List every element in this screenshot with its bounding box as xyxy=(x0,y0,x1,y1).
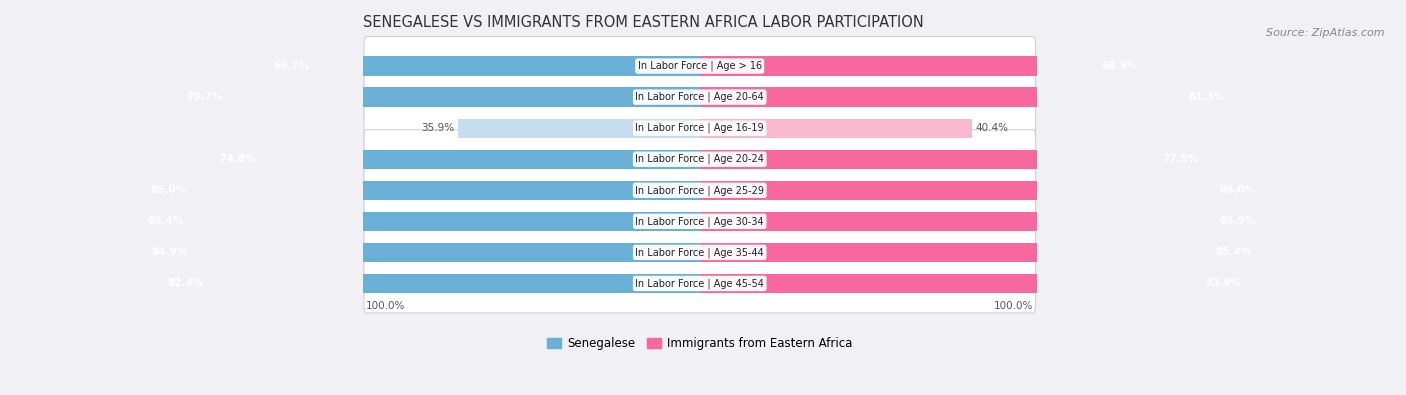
Text: 100.0%: 100.0% xyxy=(994,301,1033,311)
FancyBboxPatch shape xyxy=(364,192,1035,251)
FancyBboxPatch shape xyxy=(364,254,1035,313)
Text: In Labor Force | Age 25-29: In Labor Force | Age 25-29 xyxy=(636,185,765,196)
Text: In Labor Force | Age 30-34: In Labor Force | Age 30-34 xyxy=(636,216,763,227)
FancyBboxPatch shape xyxy=(364,36,1035,96)
Bar xyxy=(700,274,1265,293)
Text: SENEGALESE VS IMMIGRANTS FROM EASTERN AFRICA LABOR PARTICIPATION: SENEGALESE VS IMMIGRANTS FROM EASTERN AF… xyxy=(363,15,924,30)
Text: 74.8%: 74.8% xyxy=(219,154,256,164)
Text: 79.7%: 79.7% xyxy=(186,92,222,102)
Text: 100.0%: 100.0% xyxy=(366,301,405,311)
Text: 86.0%: 86.0% xyxy=(1220,185,1256,195)
Bar xyxy=(700,212,1279,231)
Text: 84.9%: 84.9% xyxy=(150,247,187,258)
Text: In Labor Force | Age 45-54: In Labor Force | Age 45-54 xyxy=(636,278,765,289)
Bar xyxy=(700,118,972,138)
Text: 68.5%: 68.5% xyxy=(1102,61,1137,71)
Bar xyxy=(162,87,700,107)
Text: 35.9%: 35.9% xyxy=(422,123,454,133)
Text: 83.9%: 83.9% xyxy=(1206,278,1241,288)
Text: 82.4%: 82.4% xyxy=(167,278,204,288)
Text: 85.4%: 85.4% xyxy=(148,216,184,226)
Bar xyxy=(127,181,700,200)
Bar xyxy=(128,243,700,262)
Bar xyxy=(700,181,1279,200)
Text: 40.4%: 40.4% xyxy=(976,123,1008,133)
Bar xyxy=(250,56,700,76)
Text: Source: ZipAtlas.com: Source: ZipAtlas.com xyxy=(1267,28,1385,38)
FancyBboxPatch shape xyxy=(364,161,1035,220)
Bar xyxy=(195,150,700,169)
Text: 85.0%: 85.0% xyxy=(150,185,187,195)
Text: 81.3%: 81.3% xyxy=(1188,92,1225,102)
Bar xyxy=(700,56,1161,76)
Bar xyxy=(145,274,700,293)
Bar xyxy=(458,118,700,138)
Bar xyxy=(700,150,1222,169)
Text: In Labor Force | Age 20-64: In Labor Force | Age 20-64 xyxy=(636,92,763,102)
Text: 66.7%: 66.7% xyxy=(274,61,309,71)
Text: In Labor Force | Age 20-24: In Labor Force | Age 20-24 xyxy=(636,154,765,164)
Text: In Labor Force | Age 35-44: In Labor Force | Age 35-44 xyxy=(636,247,763,258)
FancyBboxPatch shape xyxy=(364,223,1035,282)
FancyBboxPatch shape xyxy=(364,130,1035,189)
FancyBboxPatch shape xyxy=(364,68,1035,127)
Text: In Labor Force | Age 16-19: In Labor Force | Age 16-19 xyxy=(636,123,763,134)
Bar xyxy=(700,87,1249,107)
Text: 85.4%: 85.4% xyxy=(1216,247,1251,258)
Bar xyxy=(124,212,700,231)
Bar xyxy=(700,243,1275,262)
Text: 77.5%: 77.5% xyxy=(1163,154,1199,164)
FancyBboxPatch shape xyxy=(364,99,1035,158)
Text: In Labor Force | Age > 16: In Labor Force | Age > 16 xyxy=(638,61,762,71)
Legend: Senegalese, Immigrants from Eastern Africa: Senegalese, Immigrants from Eastern Afri… xyxy=(543,332,858,355)
Text: 85.9%: 85.9% xyxy=(1219,216,1256,226)
